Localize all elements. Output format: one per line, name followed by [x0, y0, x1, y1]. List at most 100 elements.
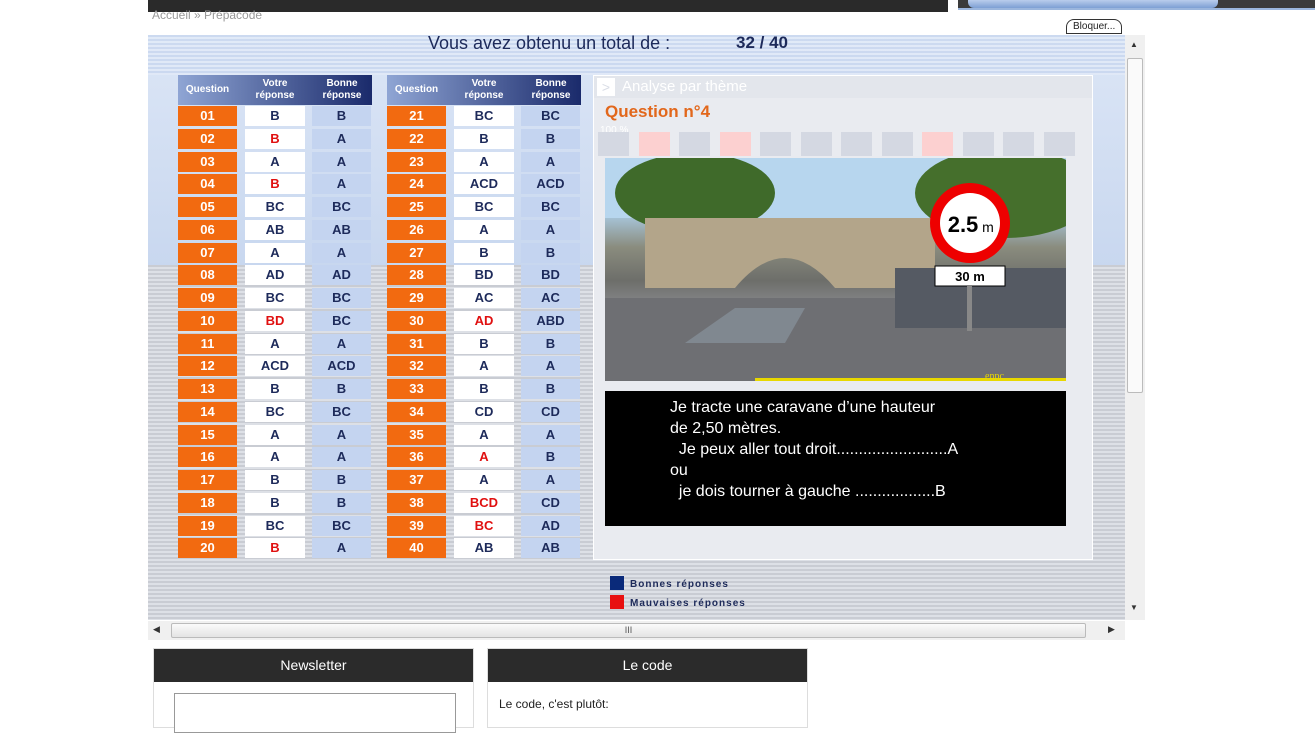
chevron-right-icon[interactable]: >: [597, 78, 615, 96]
header-votre: Votre réponse: [464, 78, 504, 101]
question-number[interactable]: 34: [387, 401, 446, 422]
your-answer: BD: [454, 265, 514, 286]
correct-answer: A: [312, 538, 371, 559]
question-number[interactable]: 40: [387, 538, 446, 559]
question-number[interactable]: 35: [387, 424, 446, 445]
theme-analysis-header[interactable]: > Analyse par thème: [594, 76, 1092, 98]
question-number[interactable]: 13: [178, 379, 237, 399]
header-question: Question: [394, 84, 439, 95]
top-right-tab: [958, 0, 1315, 10]
result-score: 32 / 40: [736, 35, 788, 52]
question-number[interactable]: 02: [178, 128, 237, 149]
question-number[interactable]: 27: [387, 242, 446, 263]
question-number[interactable]: 11: [178, 333, 237, 354]
horizontal-scroll-thumb[interactable]: III: [171, 623, 1086, 638]
theme-bar: [719, 132, 751, 156]
your-answer: BCD: [454, 492, 514, 513]
question-line: Je tracte une caravane d’une hauteur: [670, 399, 936, 416]
question-number[interactable]: 32: [387, 356, 446, 377]
header-question: Question: [185, 84, 230, 95]
theme-bar: [1003, 132, 1034, 156]
your-answer: A: [245, 447, 305, 468]
vertical-scrollbar[interactable]: ▲ ▼: [1125, 35, 1145, 620]
question-number[interactable]: 20: [178, 538, 237, 559]
your-answer: B: [245, 470, 305, 490]
question-panel: > Analyse par thème Question n°4 100 % 2.…: [593, 75, 1093, 560]
your-answer: BC: [245, 515, 305, 536]
breadcrumb[interactable]: Accueil » Prépacode: [152, 8, 263, 22]
question-number[interactable]: 12: [178, 356, 237, 377]
question-number[interactable]: 28: [387, 265, 446, 286]
header-votre: Votre réponse: [255, 78, 295, 101]
your-answer: CD: [454, 401, 514, 422]
newsletter-email-input[interactable]: [174, 693, 456, 733]
legend-good-swatch: [610, 576, 624, 590]
question-number[interactable]: 19: [178, 515, 237, 536]
your-answer: A: [454, 447, 514, 468]
question-number[interactable]: 21: [387, 106, 446, 126]
horizontal-scrollbar[interactable]: ◀ III ▶: [148, 621, 1125, 640]
question-number[interactable]: 22: [387, 128, 446, 149]
question-number[interactable]: 01: [178, 106, 237, 126]
block-plugin-button[interactable]: Bloquer...: [1066, 19, 1123, 34]
question-number[interactable]: 16: [178, 447, 237, 468]
your-answer: BC: [454, 197, 514, 217]
question-number[interactable]: 23: [387, 151, 446, 172]
question-number[interactable]: 25: [387, 197, 446, 217]
question-number[interactable]: 14: [178, 401, 237, 422]
question-number[interactable]: 36: [387, 447, 446, 468]
theme-bar: [1043, 132, 1075, 156]
your-answer: A: [245, 424, 305, 445]
theme-bar: [962, 132, 994, 156]
theme-bar: [800, 132, 832, 156]
correct-answer: BD: [521, 265, 580, 286]
legend-bad-swatch: [610, 595, 624, 609]
question-number[interactable]: 29: [387, 288, 446, 308]
scroll-right-icon[interactable]: ▶: [1108, 624, 1115, 634]
question-number[interactable]: 30: [387, 310, 446, 331]
question-number[interactable]: 06: [178, 219, 237, 240]
theme-bar: [881, 132, 913, 156]
question-number[interactable]: 04: [178, 174, 237, 195]
question-number[interactable]: 38: [387, 492, 446, 513]
theme-bar: [841, 132, 872, 156]
question-number[interactable]: 03: [178, 151, 237, 172]
vertical-scroll-thumb[interactable]: [1127, 58, 1143, 393]
question-number[interactable]: 37: [387, 470, 446, 490]
question-number[interactable]: 33: [387, 379, 446, 399]
svg-text:enpc: enpc: [985, 371, 1004, 381]
question-number[interactable]: 15: [178, 424, 237, 445]
question-number[interactable]: 08: [178, 265, 237, 286]
scroll-up-icon[interactable]: ▲: [1130, 40, 1138, 49]
correct-answer: ACD: [312, 356, 371, 377]
question-number[interactable]: 39: [387, 515, 446, 536]
your-answer: A: [454, 356, 514, 377]
question-number[interactable]: 07: [178, 242, 237, 263]
question-number[interactable]: 24: [387, 174, 446, 195]
question-number[interactable]: 26: [387, 219, 446, 240]
code-title: Le code: [488, 649, 807, 682]
correct-answer: AD: [312, 265, 371, 286]
question-text: Je tracte une caravane d’une hauteur de …: [605, 391, 1066, 526]
question-number[interactable]: 18: [178, 492, 237, 513]
your-answer: B: [245, 128, 305, 149]
question-number[interactable]: 31: [387, 333, 446, 354]
question-number[interactable]: 09: [178, 288, 237, 308]
svg-text:2.5: 2.5: [948, 212, 979, 237]
correct-answer: A: [312, 242, 371, 263]
correct-answer: A: [521, 219, 580, 240]
question-photo: 2.5 m 30 m enpc: [605, 158, 1066, 381]
question-number[interactable]: 05: [178, 197, 237, 217]
correct-answer: AC: [521, 288, 580, 308]
question-number[interactable]: 10: [178, 310, 237, 331]
your-answer: A: [454, 219, 514, 240]
question-number[interactable]: 17: [178, 470, 237, 490]
your-answer: A: [245, 333, 305, 354]
correct-answer: A: [312, 333, 371, 354]
your-answer: BC: [454, 106, 514, 126]
svg-text:m: m: [982, 219, 994, 235]
scroll-down-icon[interactable]: ▼: [1130, 603, 1138, 612]
height-limit-sign: 2.5 m 30 m: [930, 183, 1010, 331]
your-answer: AB: [245, 219, 305, 240]
scroll-left-icon[interactable]: ◀: [153, 624, 160, 634]
